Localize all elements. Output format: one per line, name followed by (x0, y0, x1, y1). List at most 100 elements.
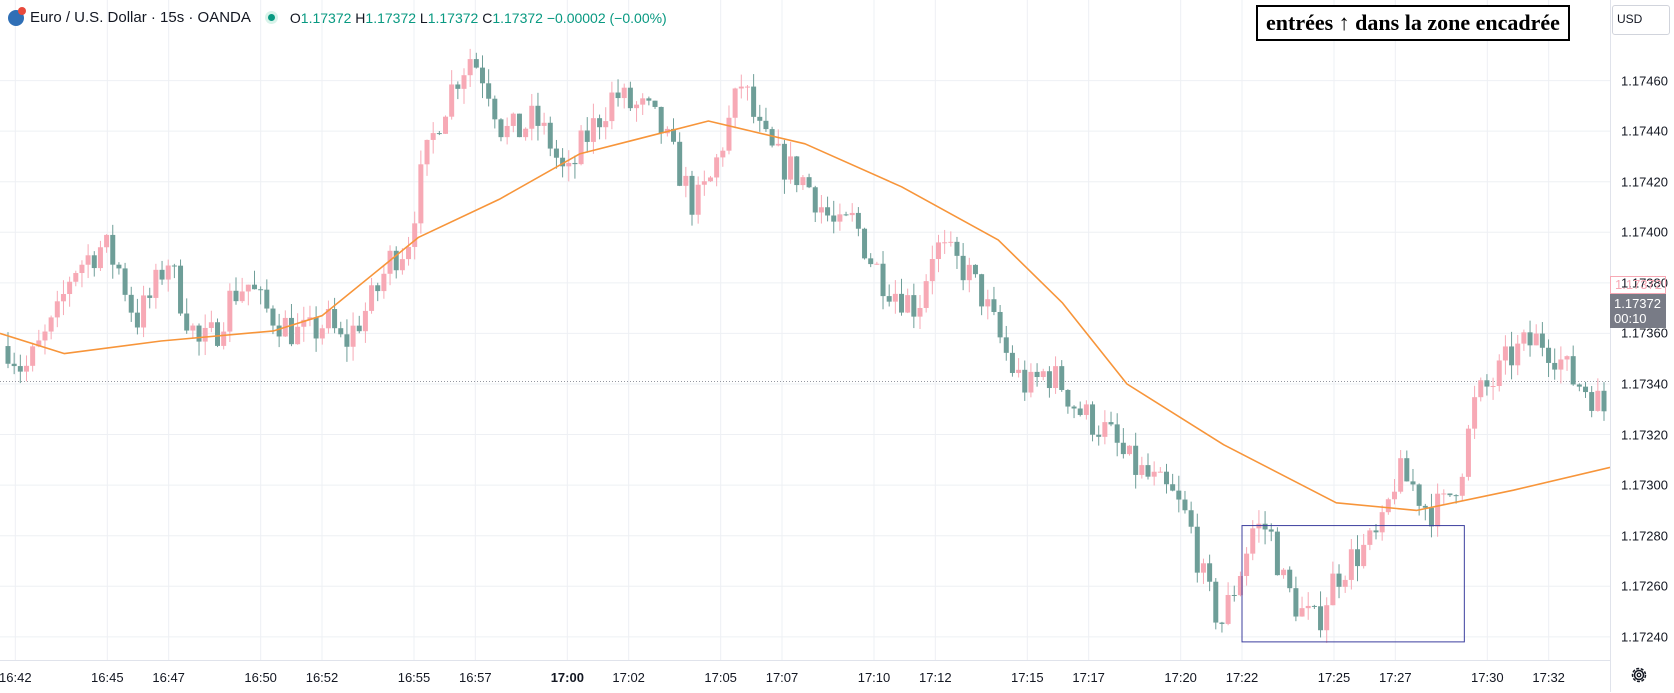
candle-down (1145, 465, 1151, 477)
candle-up (923, 281, 929, 308)
close-value: 1.17372 (492, 9, 543, 26)
last-price-up-label: 1.17372 (1610, 276, 1666, 294)
candle-down (159, 269, 165, 280)
candle-down (1194, 526, 1200, 573)
candle-down (1096, 434, 1102, 437)
time-tick-label: 16:52 (305, 670, 339, 685)
candle-up (523, 128, 529, 138)
gear-icon[interactable] (1630, 666, 1648, 684)
candle-down (1090, 404, 1096, 435)
chart-area[interactable] (0, 0, 1611, 660)
candle-down (338, 328, 344, 335)
candle-up (239, 291, 245, 302)
candle-up (1244, 553, 1250, 576)
candle-up (443, 116, 449, 134)
candle-up (714, 157, 720, 178)
candle-up (541, 122, 547, 126)
candle-up (307, 317, 313, 320)
candle-down (1065, 389, 1071, 407)
candle-down (911, 295, 917, 317)
candle-up (79, 264, 85, 274)
candle-down (1484, 380, 1490, 387)
candle-down (806, 177, 812, 188)
candle-up (1558, 359, 1564, 370)
candle-up (935, 242, 941, 260)
candle-up (362, 310, 368, 332)
candle-down (757, 116, 763, 121)
price-tick-label: 1.17380 (1621, 275, 1668, 291)
candle-up (566, 162, 572, 167)
candle-down (393, 250, 399, 271)
candle-up (104, 234, 110, 248)
candle-up (42, 331, 48, 341)
candle-up (849, 212, 855, 216)
chart-header: Euro / U.S. Dollar · 15s · OANDA O1.1737… (8, 6, 667, 26)
candle-down (1176, 490, 1182, 500)
candle-down (17, 366, 23, 372)
candle-up (23, 365, 29, 372)
candle-down (264, 289, 270, 309)
candle-up (609, 92, 615, 122)
candle-down (258, 289, 264, 291)
candle-down (1527, 332, 1533, 346)
price-tick-label: 1.17400 (1621, 224, 1668, 240)
candle-down (1447, 493, 1453, 496)
candle-down (91, 255, 97, 269)
candle-up (449, 84, 455, 117)
candle-down (553, 148, 559, 158)
candle-down (276, 325, 282, 337)
candle-up (461, 75, 467, 89)
candle-down (436, 133, 442, 135)
candle-up (319, 328, 325, 339)
candle-down (547, 122, 553, 149)
candle-down (344, 334, 350, 347)
candle-up (874, 263, 880, 265)
candle-up (942, 242, 948, 244)
price-tick-label: 1.17300 (1621, 477, 1668, 493)
candle-up (738, 86, 744, 89)
candle-up (837, 214, 843, 222)
candle-up (504, 125, 510, 138)
candle-up (73, 273, 79, 282)
market-open-dot-icon (264, 11, 278, 24)
candle-down (1570, 356, 1576, 385)
candle-up (1465, 428, 1471, 477)
currency-selector[interactable]: USD (1612, 5, 1670, 35)
candle-down (171, 265, 177, 267)
symbol-title[interactable]: Euro / U.S. Dollar · 15s · OANDA (30, 9, 251, 26)
candle-up (800, 177, 806, 186)
candle-down (332, 309, 338, 329)
price-scale[interactable]: 1.17460 1.17440 1.17420 1.17400 1.17380 1.173… (1610, 0, 1674, 692)
candle-up (775, 143, 781, 146)
candle-up (208, 322, 214, 328)
candle-up (153, 269, 159, 298)
candle-up (892, 293, 898, 302)
candle-up (202, 327, 208, 342)
candle-down (251, 284, 257, 290)
candle-up (1367, 530, 1373, 545)
price-chart[interactable] (0, 0, 1611, 660)
candle-down (1170, 484, 1176, 491)
candle-down (1009, 352, 1015, 373)
candle-down (868, 258, 874, 265)
last-price-label: 1.17372 00:10 (1610, 294, 1666, 328)
time-tick-label: 17:32 (1532, 670, 1565, 685)
annotation-text: entrées ↑ dans la zone encadrée (1256, 5, 1570, 41)
candle-down (1219, 622, 1225, 624)
time-tick-label: 17:05 (704, 670, 737, 685)
candle-up (1102, 422, 1108, 437)
candle-up (818, 207, 824, 213)
candle-down (972, 264, 978, 275)
candle-up (406, 246, 412, 260)
time-tick-label: 17:30 (1471, 670, 1504, 685)
candle-up (1478, 380, 1484, 398)
candle-down (178, 265, 184, 314)
low-key: L (419, 9, 428, 26)
entry-zone-box (1241, 525, 1465, 643)
candle-down (1262, 523, 1268, 530)
candle-up (245, 284, 251, 292)
candle-up (1385, 499, 1391, 513)
time-scale[interactable]: 16:42 16:45 16:47 16:50 16:52 16:55 16:57 17:00… (0, 660, 1610, 693)
candle-down (1355, 549, 1361, 567)
candle-down (843, 214, 849, 216)
